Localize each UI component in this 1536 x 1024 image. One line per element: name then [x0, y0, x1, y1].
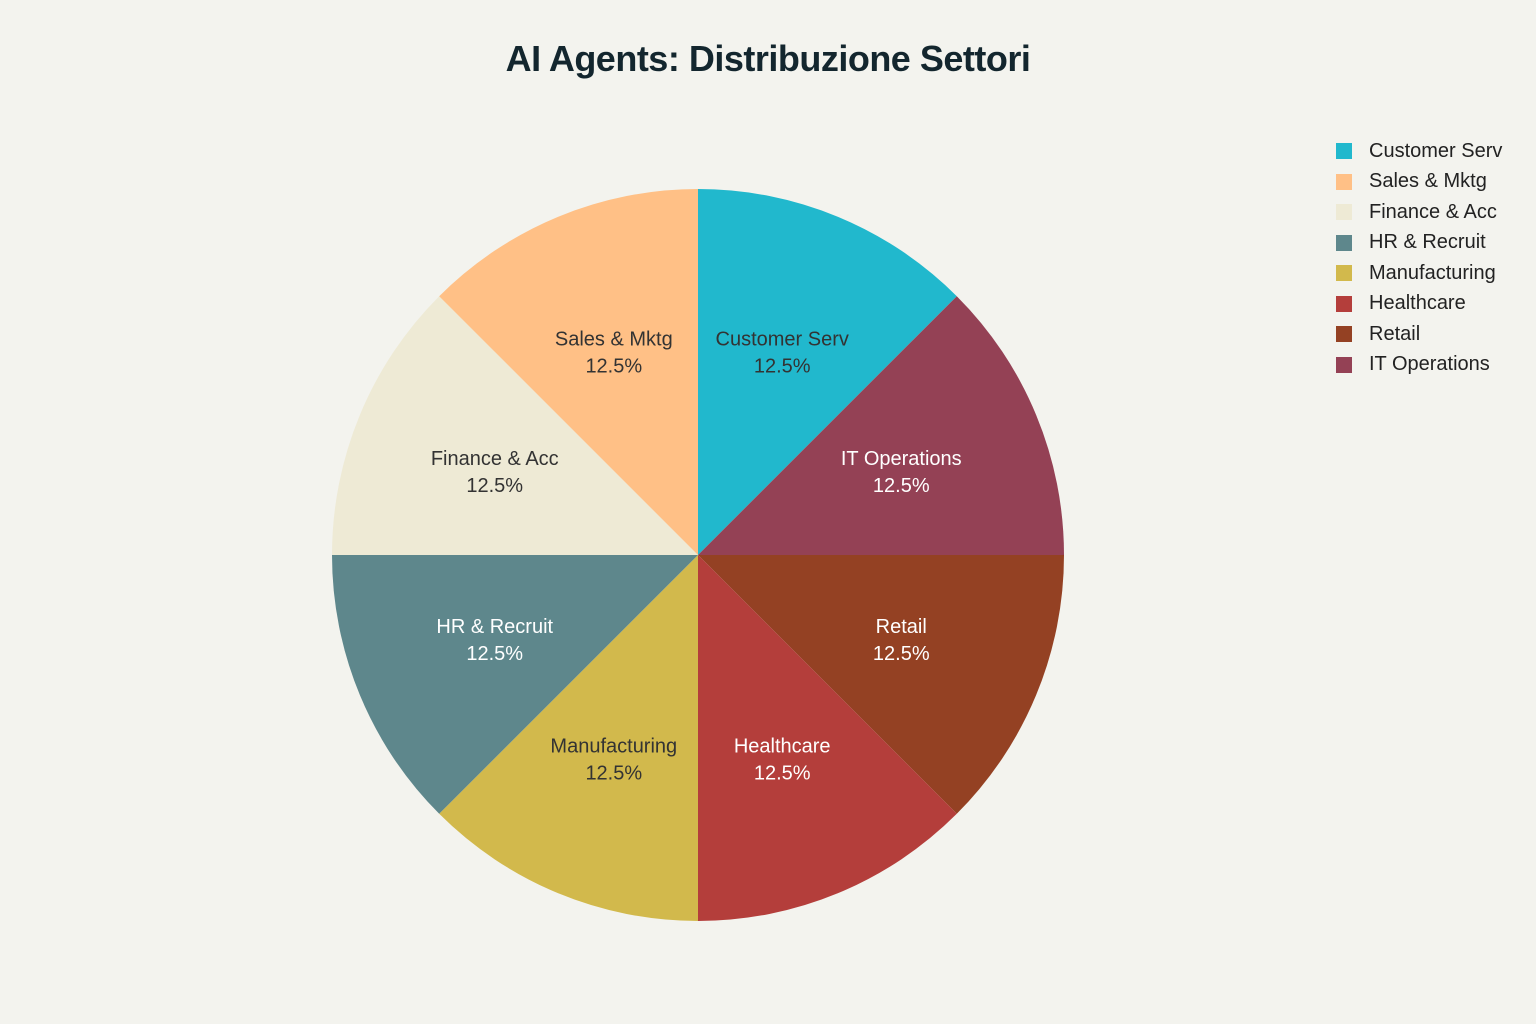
- legend-label: HR & Recruit: [1369, 231, 1486, 254]
- slice-percent-label: 12.5%: [585, 356, 642, 378]
- slice-percent-label: 12.5%: [466, 643, 523, 665]
- legend: Customer Serv Sales & Mktg Finance & Acc HR…: [1336, 136, 1502, 380]
- slice-percent-label: 12.5%: [754, 356, 811, 378]
- legend-item[interactable]: Retail: [1336, 319, 1502, 350]
- legend-label: Healthcare: [1369, 292, 1466, 315]
- slice-percent-label: 12.5%: [873, 643, 930, 665]
- slice-label: Finance & Acc: [431, 448, 559, 470]
- legend-label: Retail: [1369, 322, 1421, 345]
- pie-slice-hr-recruit: [332, 555, 698, 814]
- legend-swatch: [1336, 326, 1352, 343]
- slice-label: Healthcare: [734, 735, 831, 757]
- pie-slice-it-operations: [698, 296, 1065, 555]
- legend-item[interactable]: Finance & Acc: [1336, 197, 1502, 228]
- legend-label: Sales & Mktg: [1369, 170, 1487, 193]
- slice-label: Customer Serv: [716, 329, 849, 351]
- legend-swatch: [1336, 295, 1352, 312]
- legend-swatch: [1336, 143, 1352, 160]
- legend-swatch: [1336, 265, 1352, 282]
- pie-slice-retail: [698, 555, 1065, 814]
- legend-label: IT Operations: [1369, 353, 1490, 376]
- legend-swatch: [1336, 204, 1352, 221]
- slice-percent-label: 12.5%: [466, 475, 523, 497]
- slice-label: IT Operations: [841, 448, 962, 470]
- legend-item[interactable]: HR & Recruit: [1336, 228, 1502, 259]
- legend-label: Manufacturing: [1369, 261, 1496, 284]
- pie-slice-sales-mktg: [439, 189, 698, 555]
- chart-title: AI Agents: Distribuzione Settori: [505, 38, 1031, 79]
- slice-percent-label: 12.5%: [754, 762, 811, 784]
- pie-slice-finance-acc: [332, 296, 698, 555]
- legend-item[interactable]: IT Operations: [1336, 350, 1502, 381]
- legend-item[interactable]: Healthcare: [1336, 289, 1502, 320]
- legend-item[interactable]: Sales & Mktg: [1336, 167, 1502, 198]
- slice-label: Retail: [876, 616, 927, 638]
- legend-swatch: [1336, 234, 1352, 251]
- slice-label: Manufacturing: [550, 735, 677, 757]
- pie-slice-customer-serv: [698, 189, 957, 555]
- legend-label: Finance & Acc: [1369, 200, 1497, 223]
- pie-slice-manufacturing: [439, 555, 698, 921]
- slice-label: Sales & Mktg: [555, 329, 673, 351]
- legend-item[interactable]: Customer Serv: [1336, 136, 1502, 167]
- slice-percent-label: 12.5%: [873, 475, 930, 497]
- legend-label: Customer Serv: [1369, 139, 1503, 162]
- slice-percent-label: 12.5%: [585, 762, 642, 784]
- legend-item[interactable]: Manufacturing: [1336, 258, 1502, 289]
- legend-swatch: [1336, 356, 1352, 373]
- pie-slice-healthcare: [698, 555, 957, 921]
- slice-label: HR & Recruit: [436, 616, 553, 638]
- legend-swatch: [1336, 173, 1352, 190]
